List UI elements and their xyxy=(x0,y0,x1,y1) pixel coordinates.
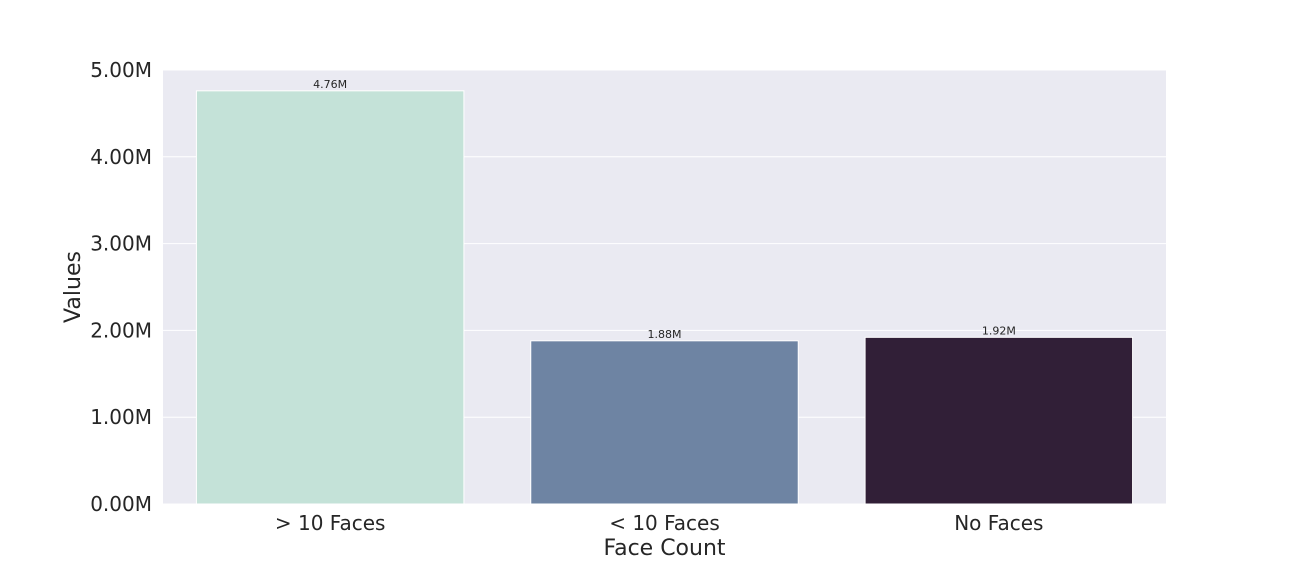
y-tick-label: 5.00M xyxy=(90,58,152,82)
y-tick-label: 0.00M xyxy=(90,492,152,516)
x-axis-title: Face Count xyxy=(603,536,725,561)
bar-value-labels: 4.76M 1.88M 1.92M xyxy=(313,78,1016,341)
bar xyxy=(864,336,1134,505)
y-tick-label: 3.00M xyxy=(90,232,152,256)
x-tick-label: < 10 Faces xyxy=(609,511,720,535)
bar-value-label: 1.92M xyxy=(982,324,1016,337)
bars xyxy=(195,90,1134,505)
x-tick-label: No Faces xyxy=(954,511,1043,535)
y-axis-title: Values xyxy=(61,251,86,323)
y-axis-ticks: 0.00M 1.00M 2.00M 3.00M 4.00M 5.00M xyxy=(90,58,152,516)
bar xyxy=(195,90,465,505)
bar-value-label: 1.88M xyxy=(648,328,682,341)
bar xyxy=(530,340,799,505)
y-tick-label: 1.00M xyxy=(90,405,152,429)
y-tick-label: 4.00M xyxy=(90,145,152,169)
bar-value-label: 4.76M xyxy=(313,78,347,91)
x-axis-ticks: > 10 Faces < 10 Faces No Faces xyxy=(275,511,1044,535)
y-tick-label: 2.00M xyxy=(90,318,152,342)
x-tick-label: > 10 Faces xyxy=(275,511,386,535)
